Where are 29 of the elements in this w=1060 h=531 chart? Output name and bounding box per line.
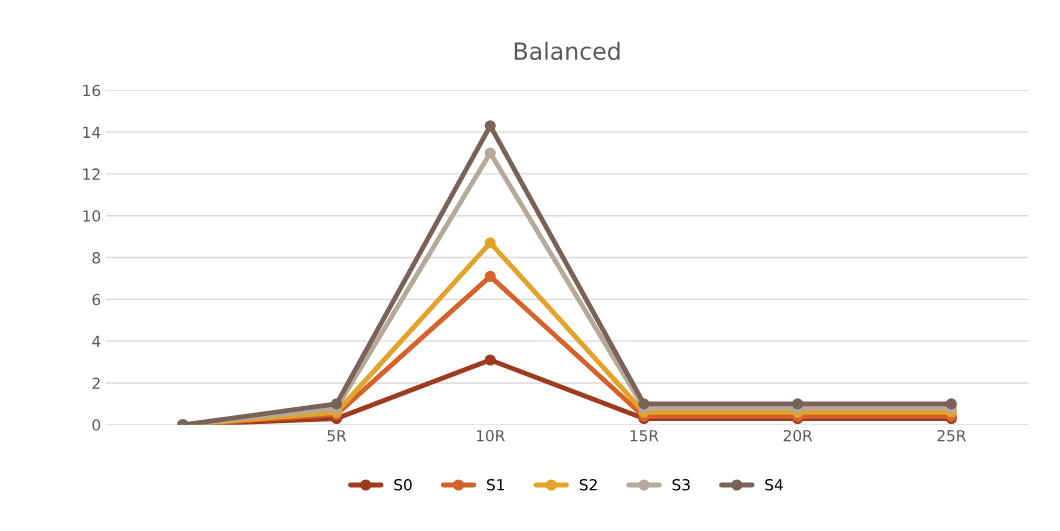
point [330, 398, 343, 410]
legend-label: S3 [672, 478, 690, 491]
y-tick-label: 0 [92, 419, 101, 431]
legend-label: S1 [487, 478, 505, 491]
point [484, 270, 496, 282]
y-tick-label: 4 [92, 335, 101, 347]
legend-label: S2 [579, 478, 597, 491]
x-tick-label: 20R [783, 429, 813, 442]
y-tick-label: 2 [92, 377, 100, 389]
point [638, 398, 650, 410]
x-tick-label: 5R [327, 430, 347, 442]
point [484, 147, 496, 159]
point [484, 237, 496, 249]
x-tick-label: 25R [937, 429, 966, 442]
point [945, 398, 957, 410]
point [484, 354, 496, 366]
y-tick-label: 12 [83, 168, 100, 180]
x-tick-label: 10R [476, 429, 505, 442]
y-tick-label: 14 [83, 126, 101, 138]
chart-title: Balanced [514, 41, 620, 61]
y-tick-label: 8 [92, 252, 101, 264]
point [792, 398, 804, 410]
point [484, 120, 496, 132]
y-tick-label: 6 [92, 293, 101, 306]
y-tick-label: 16 [83, 84, 101, 97]
y-tick-label: 10 [83, 210, 101, 222]
legend-label: S0 [394, 478, 412, 491]
x-tick-label: 15R [630, 430, 659, 442]
legend-label: S4 [765, 478, 783, 491]
